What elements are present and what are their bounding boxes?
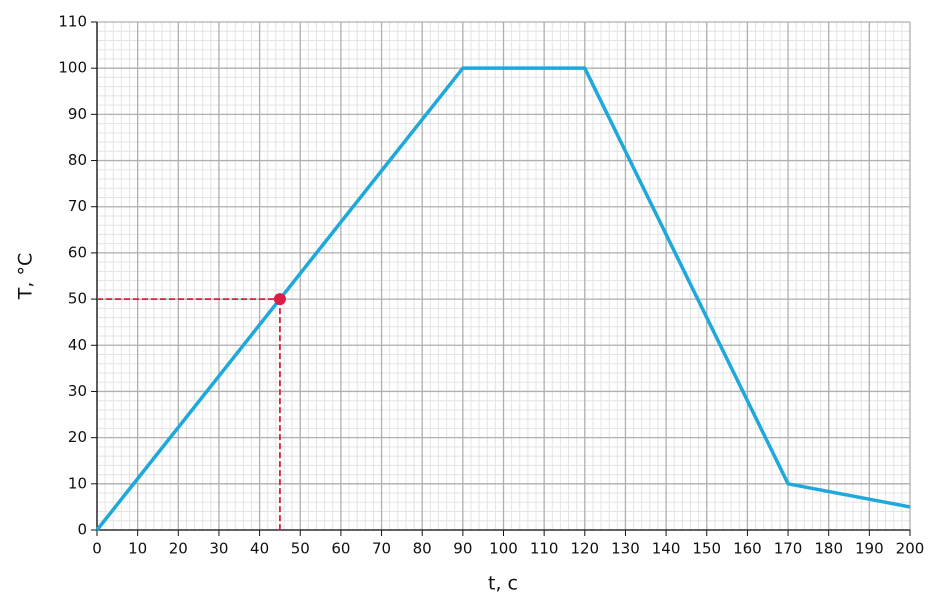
x-tick-label: 30 — [209, 540, 228, 558]
x-tick-label: 150 — [692, 540, 721, 558]
x-tick-label: 130 — [611, 540, 640, 558]
x-tick-label: 50 — [291, 540, 310, 558]
x-tick-label: 160 — [733, 540, 762, 558]
y-tick-label: 20 — [68, 428, 87, 446]
x-tick-label: 140 — [652, 540, 681, 558]
x-axis-label: t, c — [488, 573, 518, 595]
marker-point — [273, 293, 286, 306]
x-tick-label: 60 — [331, 540, 350, 558]
x-tick-label: 0 — [92, 540, 102, 558]
y-tick-label: 110 — [58, 13, 87, 31]
x-tick-label: 10 — [128, 540, 147, 558]
y-tick-label: 80 — [68, 151, 87, 169]
x-tick-label: 70 — [372, 540, 391, 558]
y-tick-label: 10 — [68, 474, 87, 492]
x-tick-label: 100 — [489, 540, 518, 558]
y-tick-label: 40 — [68, 336, 87, 354]
x-tick-label: 110 — [530, 540, 559, 558]
y-tick-label: 30 — [68, 382, 87, 400]
y-tick-label: 70 — [68, 197, 87, 215]
x-tick-label: 20 — [169, 540, 188, 558]
x-tick-label: 90 — [453, 540, 472, 558]
y-tick-label: 90 — [68, 105, 87, 123]
x-tick-label: 40 — [250, 540, 269, 558]
y-tick-label: 50 — [68, 290, 87, 308]
y-tick-label: 100 — [58, 59, 87, 77]
x-tick-label: 170 — [774, 540, 803, 558]
x-tick-label: 80 — [413, 540, 432, 558]
x-tick-label: 190 — [855, 540, 884, 558]
x-tick-label: 120 — [570, 540, 599, 558]
y-tick-label: 0 — [77, 521, 87, 539]
y-axis-label: T, °C — [15, 253, 37, 300]
x-tick-label: 180 — [814, 540, 843, 558]
y-tick-label: 60 — [68, 243, 87, 261]
line-series — [95, 66, 911, 532]
x-tick-label: 200 — [896, 540, 925, 558]
